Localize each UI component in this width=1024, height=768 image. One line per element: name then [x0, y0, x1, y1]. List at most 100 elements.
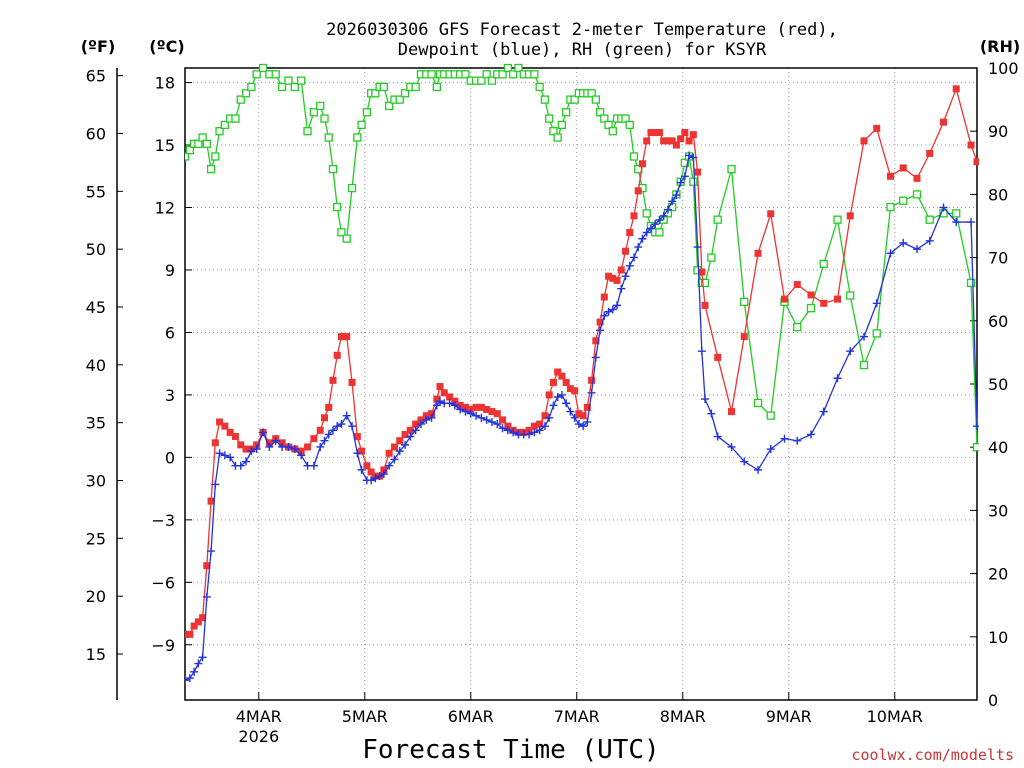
dewpoint-point	[596, 326, 605, 335]
rh-point	[236, 95, 245, 104]
dewpoint-point	[395, 447, 404, 456]
rh-tick-label: 40	[988, 438, 1008, 457]
celsius-unit-label: (ºC)	[149, 37, 184, 56]
celsius-tick-label: 0	[165, 448, 175, 467]
rh-point	[530, 70, 539, 79]
rh-point	[600, 114, 609, 123]
temperature-line	[185, 86, 978, 636]
temperature-point	[320, 414, 328, 422]
rh-tick-label: 30	[988, 501, 1008, 520]
rh-point	[220, 120, 230, 130]
rh-point	[324, 133, 333, 142]
dewpoint-point	[913, 245, 922, 254]
rh-point	[912, 190, 922, 199]
celsius-tick-label: 9	[165, 261, 175, 280]
dewpoint-point	[445, 399, 454, 408]
dewpoint-point	[685, 151, 694, 160]
dewpoint-point	[621, 272, 630, 281]
temperature-point	[477, 403, 485, 411]
rh-point	[689, 177, 698, 186]
rh-point	[587, 89, 596, 98]
temperature-point	[221, 422, 229, 430]
temperature-point	[638, 160, 646, 168]
dewpoint-point	[436, 397, 445, 406]
temperature-point	[358, 447, 366, 455]
dewpoint-point	[613, 301, 622, 310]
fahrenheit-tick-label: 35	[86, 414, 106, 433]
rh-point	[271, 70, 280, 79]
dewpoint-point	[562, 399, 571, 408]
temperature-point	[199, 614, 207, 622]
temperature-point	[265, 439, 273, 447]
rh-point	[202, 139, 211, 148]
dewpoint-point	[242, 457, 251, 466]
rh-point	[498, 70, 507, 79]
dewpoint-point	[680, 172, 689, 181]
temperature-point	[337, 333, 345, 341]
dewpoint-point	[629, 253, 638, 262]
dewpoint-point	[793, 436, 802, 445]
celsius-tick-label: −9	[151, 636, 175, 655]
rh-point	[642, 209, 651, 218]
temperature-point	[596, 318, 604, 326]
dewpoint-point	[676, 178, 685, 187]
dewpoint-point	[328, 426, 337, 435]
plot-area	[185, 63, 979, 685]
dewpoint-point	[634, 243, 643, 252]
rh-unit-label: (RH)	[980, 37, 1020, 56]
dewpoint-point	[525, 430, 534, 439]
dewpoint-point	[952, 218, 961, 227]
rh-point	[595, 108, 605, 117]
dewpoint-point	[236, 461, 245, 470]
temperature-point	[655, 129, 663, 137]
rh-point	[353, 133, 362, 142]
rh-point	[972, 443, 979, 452]
dewpoint-point	[198, 653, 207, 662]
rh-point	[925, 215, 934, 224]
dewpoint-point	[579, 422, 588, 431]
rh-point	[625, 120, 634, 130]
rh-point	[342, 234, 351, 243]
dewpoint-point	[899, 238, 908, 247]
temperature-point	[781, 295, 789, 303]
dewpoint-point	[379, 470, 388, 479]
temperature-point	[412, 420, 420, 428]
dewpoint-point	[693, 243, 702, 252]
temperature-point	[685, 137, 693, 145]
temperature-point	[754, 249, 762, 257]
rh-point	[328, 164, 338, 174]
dewpoint-point	[617, 284, 626, 293]
temperature-point	[237, 441, 245, 449]
temperature-point	[545, 391, 553, 399]
rh-point	[540, 95, 550, 104]
temperature-point	[433, 395, 441, 403]
temperature-point	[348, 378, 356, 386]
dewpoint-point	[503, 426, 512, 435]
dewpoint-point	[655, 216, 664, 225]
dewpoint-point	[220, 451, 229, 460]
dewpoint-point	[348, 422, 357, 431]
temperature-point	[834, 295, 842, 303]
rh-point	[198, 133, 207, 142]
temperature-point	[440, 389, 448, 397]
dewpoint-point	[190, 667, 199, 676]
temperature-point	[651, 129, 659, 137]
dewpoint-point	[740, 457, 749, 466]
dewpoint-point	[406, 432, 415, 441]
dewpoint-point	[608, 305, 617, 314]
temperature-point	[566, 385, 574, 393]
temperature-point	[571, 387, 579, 395]
dewpoint-point	[566, 407, 575, 416]
temperature-point	[558, 372, 566, 380]
temperature-point	[913, 174, 921, 182]
dewpoint-point	[416, 420, 425, 429]
temperature-point	[549, 378, 557, 386]
temperature-point	[701, 301, 709, 309]
rh-point	[557, 120, 567, 130]
temperature-point	[417, 416, 425, 424]
fahrenheit-tick-label: 40	[86, 356, 106, 375]
rh-point	[379, 82, 388, 92]
rh-point	[680, 158, 690, 167]
rh-tick-label: 50	[988, 375, 1008, 394]
dewpoint-point	[472, 411, 481, 420]
